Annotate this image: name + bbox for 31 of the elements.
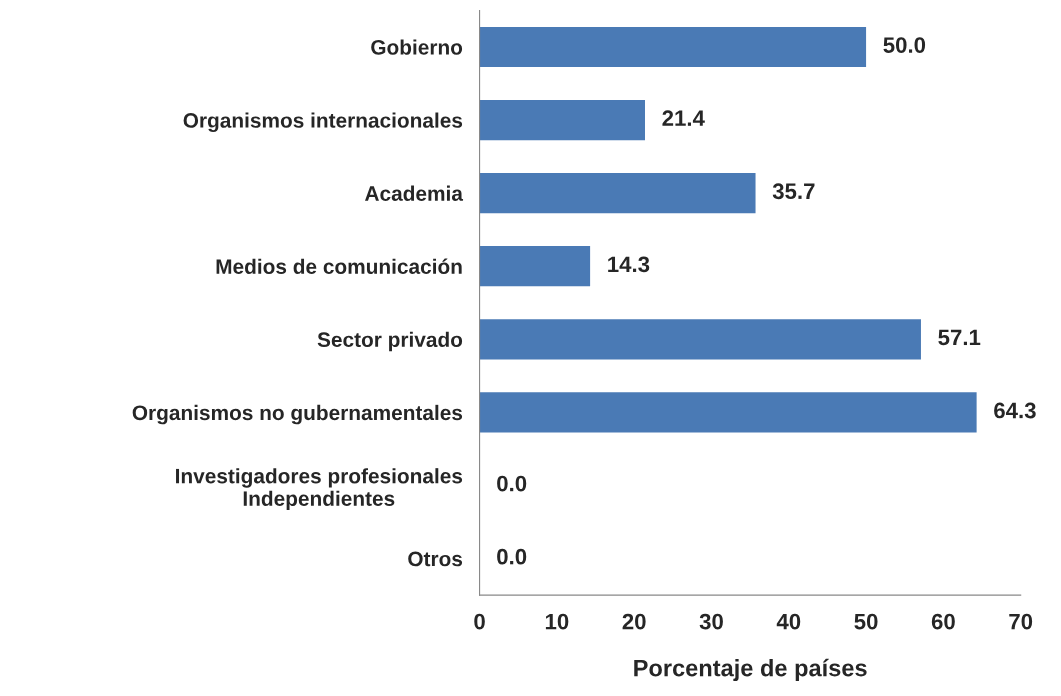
bar bbox=[479, 246, 591, 287]
x-tick-label: 40 bbox=[776, 613, 801, 630]
bar bbox=[479, 319, 921, 360]
y-tick-label: Otros bbox=[408, 551, 463, 567]
data-label: 35.7 bbox=[772, 183, 815, 200]
y-tick-label: Organismos no gubernamentales bbox=[132, 404, 463, 425]
x-tick-label: 20 bbox=[622, 613, 646, 630]
x-axis-title: Porcentaje de países bbox=[634, 658, 867, 682]
data-label: 0.0 bbox=[497, 475, 527, 492]
data-label: 21.4 bbox=[662, 110, 705, 126]
bar bbox=[479, 392, 977, 433]
data-label: 57.1 bbox=[938, 329, 981, 346]
y-tick-label: Academia bbox=[365, 185, 464, 201]
x-tick-label: 70 bbox=[1009, 613, 1033, 630]
y-tick-label: Sector privado bbox=[317, 331, 463, 352]
x-tick-label: 10 bbox=[545, 613, 569, 630]
x-tick-label: 0 bbox=[474, 613, 485, 630]
y-tick-label: Gobierno bbox=[371, 39, 463, 55]
bar bbox=[479, 173, 756, 214]
data-label: 0.0 bbox=[497, 548, 527, 565]
y-tick-label: Organismos internacionales bbox=[183, 112, 463, 133]
x-tick-label: 60 bbox=[931, 613, 955, 630]
data-label: 14.3 bbox=[608, 256, 650, 273]
y-tick-label: Medios de comunicación bbox=[216, 258, 462, 274]
bar bbox=[479, 99, 645, 141]
data-label: 64.3 bbox=[994, 402, 1036, 419]
x-tick-label: 50 bbox=[854, 613, 878, 630]
y-tick-label: Investigadores profesionales Independientes bbox=[176, 468, 463, 511]
x-tick-label: 30 bbox=[699, 613, 723, 630]
bar bbox=[479, 26, 867, 68]
data-label: 50.0 bbox=[883, 37, 926, 53]
